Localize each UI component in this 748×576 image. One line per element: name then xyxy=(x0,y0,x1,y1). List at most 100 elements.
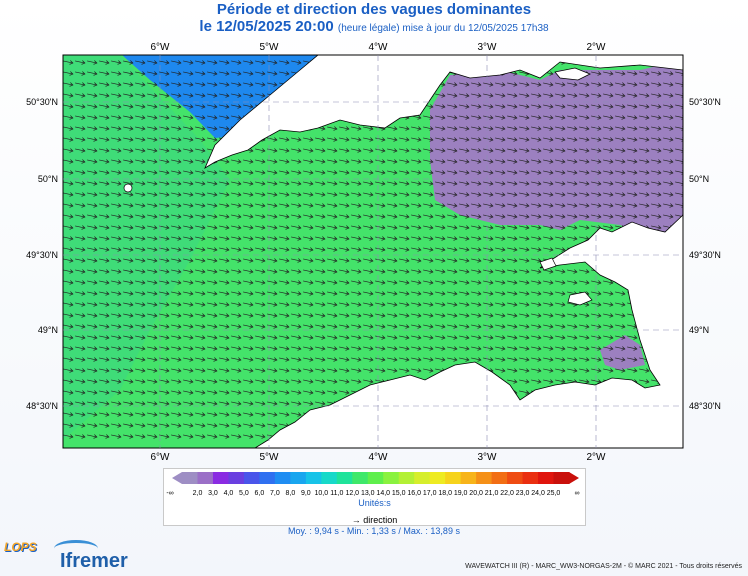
direction-arrow xyxy=(255,82,266,87)
direction-arrow xyxy=(291,236,302,241)
direction-arrow xyxy=(351,203,362,208)
direction-arrow xyxy=(423,258,434,263)
page-subtitle: le 12/05/2025 20:00 (heure légale) mise … xyxy=(0,18,748,35)
direction-arrow xyxy=(567,313,578,318)
direction-arrow xyxy=(291,357,302,362)
direction-arrow xyxy=(159,126,170,131)
direction-arrow xyxy=(543,302,554,307)
direction-arrow xyxy=(159,434,170,439)
direction-arrow xyxy=(99,137,110,142)
direction-arrow xyxy=(315,159,326,164)
direction-arrow xyxy=(495,269,506,274)
direction-arrow xyxy=(459,236,470,241)
direction-arrow xyxy=(315,192,326,197)
direction-arrow xyxy=(339,324,350,329)
direction-arrow xyxy=(63,137,74,142)
direction-arrow xyxy=(543,269,554,274)
direction-arrow xyxy=(207,368,218,373)
direction-arrow xyxy=(279,324,290,329)
direction-arrow xyxy=(207,269,218,274)
direction-arrow xyxy=(159,203,170,208)
direction-arrow xyxy=(195,412,206,417)
scale-tick-label: 11,0 xyxy=(330,490,343,497)
direction-arrow xyxy=(243,203,254,208)
direction-arrow xyxy=(531,346,542,351)
direction-arrow xyxy=(567,346,578,351)
latitude-label-left: 50°30'N xyxy=(26,97,58,107)
direction-arrow xyxy=(219,335,230,340)
direction-arrow xyxy=(147,126,158,131)
direction-arrow xyxy=(435,324,446,329)
direction-arrow xyxy=(543,346,554,351)
direction-arrow xyxy=(327,170,338,175)
direction-arrow xyxy=(183,181,194,186)
direction-arrow xyxy=(219,126,230,131)
direction-arrow xyxy=(231,93,242,98)
direction-arrow xyxy=(447,192,458,197)
direction-arrow xyxy=(651,104,662,109)
direction-arrow xyxy=(147,60,158,65)
direction-arrow xyxy=(375,357,386,362)
direction-arrow xyxy=(219,192,230,197)
direction-arrow xyxy=(291,335,302,340)
direction-arrow xyxy=(255,258,266,263)
direction-arrow xyxy=(99,214,110,219)
direction-arrow xyxy=(195,104,206,109)
direction-arrow xyxy=(375,137,386,142)
direction-arrow xyxy=(423,148,434,153)
direction-arrow xyxy=(627,104,638,109)
direction-arrow xyxy=(147,148,158,153)
direction-arrow xyxy=(543,379,554,384)
direction-arrow xyxy=(567,192,578,197)
direction-arrow xyxy=(159,302,170,307)
direction-arrow xyxy=(195,302,206,307)
direction-arrow xyxy=(411,148,422,153)
scale-swatch xyxy=(305,472,322,484)
direction-arrow xyxy=(627,346,638,351)
direction-arrow xyxy=(519,258,530,263)
direction-arrow xyxy=(87,390,98,395)
direction-arrow xyxy=(411,214,422,219)
direction-arrow xyxy=(99,302,110,307)
direction-arrow xyxy=(171,82,182,87)
direction-arrow xyxy=(135,247,146,252)
direction-arrow xyxy=(543,280,554,285)
direction-arrow xyxy=(135,82,146,87)
direction-arrow xyxy=(87,60,98,65)
direction-arrow xyxy=(135,137,146,142)
direction-arrow xyxy=(471,137,482,142)
direction-arrow xyxy=(183,401,194,406)
direction-arrow xyxy=(411,269,422,274)
direction-arrow xyxy=(303,280,314,285)
direction-arrow xyxy=(627,82,638,87)
direction-arrow xyxy=(615,313,626,318)
direction-arrow xyxy=(183,115,194,120)
direction-arrow xyxy=(255,214,266,219)
direction-arrow xyxy=(603,181,614,186)
direction-arrow xyxy=(375,302,386,307)
direction-arrow xyxy=(159,313,170,318)
direction-arrow xyxy=(111,225,122,230)
direction-label: direction xyxy=(363,515,398,525)
direction-arrow xyxy=(447,357,458,362)
direction-arrow xyxy=(135,214,146,219)
direction-arrow xyxy=(87,357,98,362)
direction-arrow xyxy=(363,324,374,329)
direction-arrow xyxy=(591,280,602,285)
direction-arrow xyxy=(195,214,206,219)
direction-arrow xyxy=(363,368,374,373)
direction-arrow xyxy=(195,313,206,318)
direction-arrow xyxy=(423,203,434,208)
direction-arrow xyxy=(219,247,230,252)
direction-arrow xyxy=(111,71,122,76)
direction-arrow xyxy=(339,258,350,263)
direction-arrow xyxy=(447,225,458,230)
direction-arrow xyxy=(243,280,254,285)
direction-arrow xyxy=(111,379,122,384)
direction-arrow xyxy=(171,214,182,219)
direction-arrow xyxy=(435,115,446,120)
direction-arrow xyxy=(363,170,374,175)
direction-arrow xyxy=(543,214,554,219)
direction-arrow xyxy=(459,324,470,329)
direction-arrow xyxy=(123,346,134,351)
